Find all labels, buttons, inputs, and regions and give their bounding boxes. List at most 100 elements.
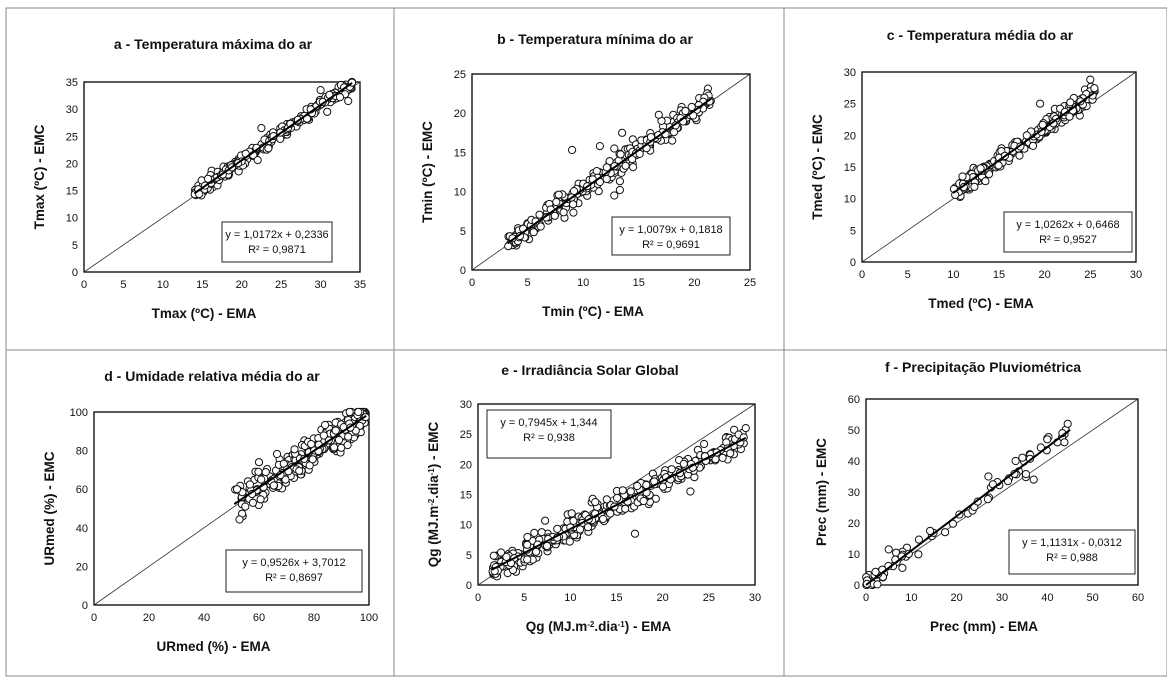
data-point xyxy=(254,467,263,476)
y-tick-label: 40 xyxy=(76,523,88,535)
data-point xyxy=(616,150,625,159)
equation-box xyxy=(1008,529,1136,575)
data-point xyxy=(1066,98,1075,107)
data-point xyxy=(331,426,340,435)
data-point xyxy=(295,466,304,475)
x-axis-label: Tmed (ºC) - EMA xyxy=(928,296,1034,311)
regression-line xyxy=(491,436,747,571)
data-point xyxy=(926,526,935,536)
r-squared: R² = 0,9527 xyxy=(1039,234,1097,246)
y-tick-label: 20 xyxy=(76,561,88,573)
data-point xyxy=(307,440,316,449)
x-tick-label: 35 xyxy=(354,279,366,291)
x-tick-label: 20 xyxy=(951,592,963,604)
regression-equation: y = 1,0079x + 0,1818 xyxy=(619,224,722,236)
x-tick-label: 30 xyxy=(1130,269,1142,281)
equation-box xyxy=(1003,211,1133,253)
y-tick-label: 40 xyxy=(848,456,860,468)
regression-equation: y = 0,7945x + 1,344 xyxy=(500,417,597,429)
y-axis-label: Tmed (ºC) - EMC xyxy=(810,114,825,220)
data-point xyxy=(873,580,882,589)
data-point xyxy=(941,528,950,537)
data-point xyxy=(529,228,538,237)
r-squared: R² = 0,9691 xyxy=(642,239,700,251)
data-point xyxy=(532,547,541,556)
data-point xyxy=(568,145,577,155)
data-point xyxy=(610,191,619,200)
data-point xyxy=(686,487,695,496)
panel-a: a - Temperatura máxima do ar 0 5 10 15 20 25 30… xyxy=(5,7,395,351)
data-point xyxy=(257,475,266,484)
y-tick-label: 20 xyxy=(844,130,856,142)
y-tick-label: 60 xyxy=(848,394,860,406)
data-point xyxy=(681,106,690,116)
data-point xyxy=(1021,470,1031,479)
data-point xyxy=(591,498,600,507)
data-point xyxy=(345,407,354,417)
x-tick-label: 20 xyxy=(657,592,669,604)
data-point xyxy=(654,110,663,119)
data-point xyxy=(523,540,532,549)
data-point xyxy=(541,516,550,525)
y-tick-label: 100 xyxy=(70,407,88,419)
data-point xyxy=(241,502,250,511)
data-point xyxy=(344,432,353,441)
x-tick-label: 10 xyxy=(577,277,589,289)
x-tick-label: 0 xyxy=(81,279,87,291)
regression-equation: y = 1,0262x + 0,6468 xyxy=(1016,219,1119,231)
x-tick-label: 50 xyxy=(1087,592,1099,604)
data-point xyxy=(272,449,282,459)
regression-line xyxy=(952,91,1096,194)
y-axis-label: URmed (%) - EMC xyxy=(42,451,57,565)
data-point xyxy=(261,468,270,477)
data-point xyxy=(583,523,593,532)
x-tick-label: 15 xyxy=(196,279,208,291)
y-axis-label: Prec (mm) - EMC xyxy=(814,438,829,546)
data-point xyxy=(1011,456,1020,466)
data-point xyxy=(630,529,640,538)
data-point xyxy=(536,222,545,231)
y-tick-label: 20 xyxy=(848,518,860,530)
data-point xyxy=(576,525,585,534)
data-point xyxy=(1043,435,1052,444)
y-tick-label: 10 xyxy=(844,194,856,206)
y-tick-label: 25 xyxy=(844,99,856,111)
data-point xyxy=(687,102,696,112)
data-point xyxy=(565,537,574,546)
data-point xyxy=(319,431,328,440)
regression-line xyxy=(233,415,367,505)
data-point xyxy=(606,509,615,518)
y-axis-label: Qg (MJ.m-2.dia-1) - EMC xyxy=(426,421,441,567)
x-tick-label: 5 xyxy=(120,279,126,291)
data-point xyxy=(550,211,559,220)
data-point xyxy=(629,163,638,172)
x-tick-label: 0 xyxy=(91,612,97,624)
x-tick-label: 25 xyxy=(744,277,756,289)
regression-line xyxy=(865,429,1071,586)
data-point xyxy=(718,453,727,462)
chart-title: c - Temperatura média do ar xyxy=(887,27,1074,43)
data-point xyxy=(569,208,578,217)
data-point xyxy=(615,177,625,186)
y-tick-label: 0 xyxy=(854,580,860,592)
y-tick-label: 20 xyxy=(460,459,472,471)
regression-equation: y = 1,0172x + 0,2336 xyxy=(225,229,328,241)
data-point xyxy=(618,486,627,495)
y-tick-label: 15 xyxy=(454,147,466,159)
panel-e: e - Irradiância Solar Global 0 5 10 15 20 25 30… xyxy=(393,349,785,677)
y-tick-label: 0 xyxy=(82,600,88,612)
data-point xyxy=(530,528,539,538)
r-squared: R² = 0,9871 xyxy=(248,244,306,256)
data-point xyxy=(567,509,576,518)
data-point xyxy=(726,449,735,458)
data-point xyxy=(257,124,266,133)
data-point xyxy=(1022,131,1031,140)
x-tick-label: 60 xyxy=(1132,592,1144,604)
equation-box xyxy=(611,216,731,256)
y-tick-label: 30 xyxy=(848,487,860,499)
regression-equation: y = 1,1131x - 0,0312 xyxy=(1022,537,1122,549)
scatter-points xyxy=(231,407,370,524)
x-axis-label: URmed (%) - EMA xyxy=(157,639,271,654)
data-point xyxy=(248,498,257,507)
